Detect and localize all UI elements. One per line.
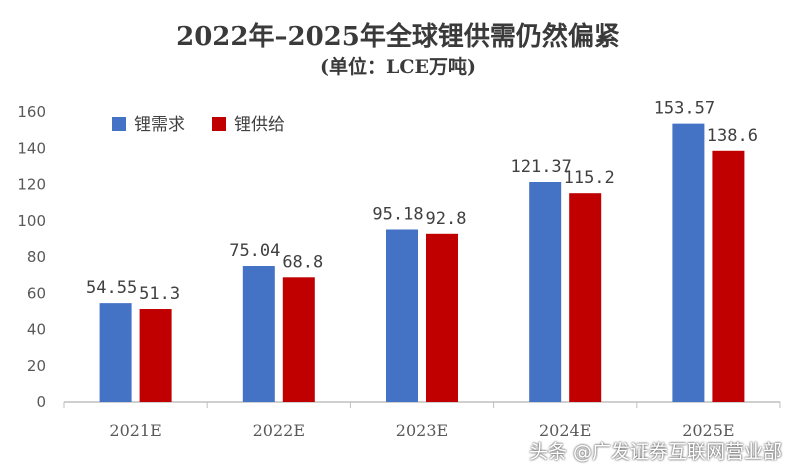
y-tick-label: 20 [27,357,46,375]
x-category-label: 2021E [109,421,161,440]
x-category-label: 2025E [682,421,734,440]
y-tick-label: 160 [17,103,46,121]
data-label: 54.55 [86,278,137,298]
data-label: 92.8 [426,209,467,229]
y-tick-label: 60 [27,284,46,302]
y-tick-label: 80 [27,248,46,266]
y-tick-label: 40 [27,321,46,339]
bar-supply [712,150,745,402]
data-label: 95.18 [372,204,423,224]
bar-supply [426,233,458,402]
data-label: 51.3 [139,284,180,304]
y-tick-label: 140 [17,139,46,157]
data-label: 115.2 [564,168,615,188]
bar-demand [672,123,705,403]
data-label: 153.57 [654,99,715,119]
bar-supply [282,277,315,402]
bar-demand [99,303,132,402]
legend-label: 锂需求 [134,115,185,135]
data-label: 121.37 [510,157,571,177]
bar-supply [569,193,602,402]
data-label: 68.8 [282,252,323,272]
data-label: 138.6 [707,126,758,146]
x-category-label: 2023E [396,421,448,440]
bar-demand [386,229,418,402]
bar-supply [139,309,172,402]
bar-demand [529,182,562,402]
chart-title: 2022年–2025年全球锂供需仍然偏紧 [176,22,620,52]
legend-swatch [112,117,126,131]
x-category-label: 2024E [539,421,591,440]
legend-swatch [212,117,226,131]
bar-demand [242,265,275,402]
chart-subtitle: (单位：LCE万吨) [320,56,476,78]
x-category-label: 2022E [253,421,305,440]
y-tick-label: 100 [17,212,46,230]
y-tick-label: 0 [36,393,46,411]
watermark-text: 头条 @广发证券互联网营业部 [528,441,782,463]
legend-label: 锂供给 [234,115,285,135]
data-label: 75.04 [229,241,280,261]
y-tick-label: 120 [17,176,46,194]
